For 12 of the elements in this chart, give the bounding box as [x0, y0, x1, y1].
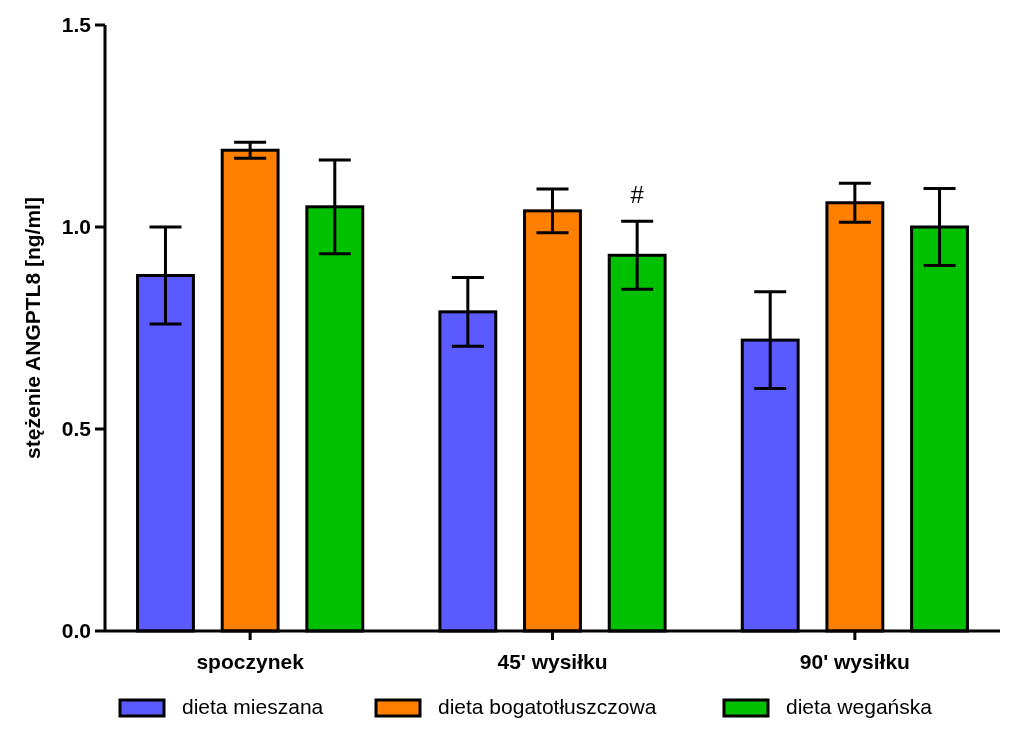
y-tick-label: 0.5: [61, 417, 92, 441]
y-tick-label: 0.0: [61, 619, 91, 643]
x-tick-label: 90' wysiłku: [799, 650, 910, 673]
y-tick-label: 1.5: [61, 13, 92, 37]
x-tick-label: spoczynek: [196, 650, 305, 673]
annotation: #: [630, 181, 645, 208]
legend-label: dieta mieszana: [182, 695, 324, 718]
x-tick-label: 45' wysiłku: [497, 650, 608, 673]
legend-label: dieta wegańska: [786, 695, 933, 718]
legend-label: dieta bogatotłuszczowa: [438, 695, 657, 718]
y-tick-label: 1.0: [61, 215, 91, 239]
y-axis-title: stężenie ANGPTL8 [ng/ml]: [21, 197, 44, 459]
